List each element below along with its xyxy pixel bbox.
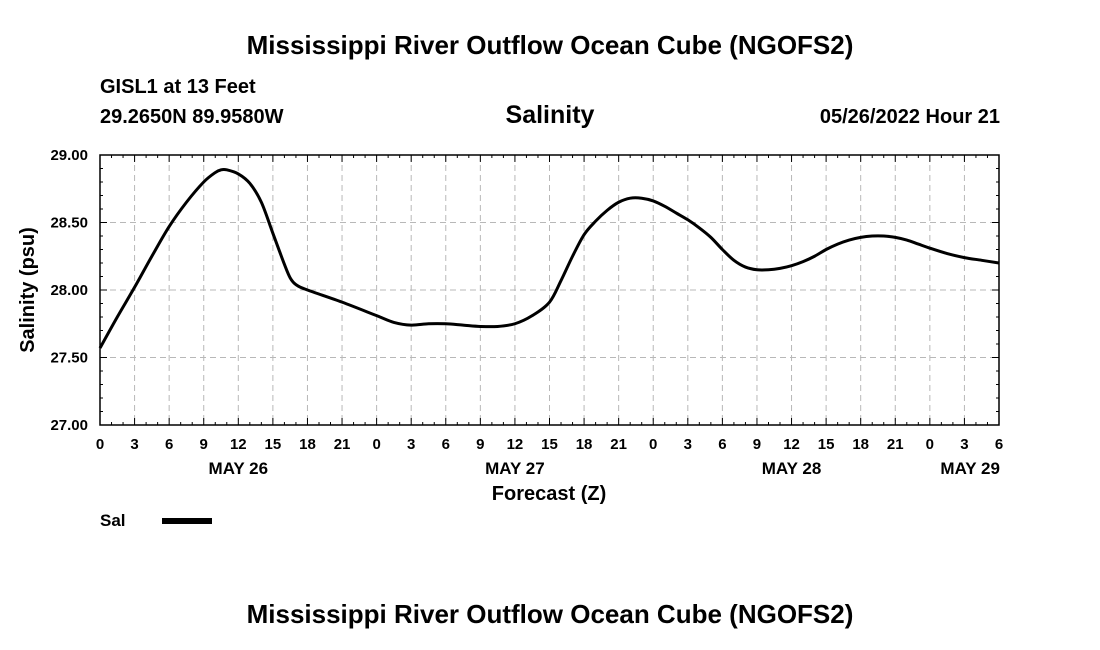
y-tick-label: 27.50 (50, 350, 88, 367)
x-tick-label: 18 (576, 436, 593, 453)
x-tick-label: 15 (265, 436, 282, 453)
y-tick-label: 29.00 (50, 147, 88, 164)
x-tick-label: 3 (960, 436, 968, 453)
x-tick-label: 0 (926, 436, 934, 453)
y-axis-label: Salinity (psu) (17, 227, 39, 353)
y-tick-label: 28.50 (50, 215, 88, 232)
x-tick-label: 12 (230, 436, 247, 453)
series-layer (98, 167, 1000, 349)
x-tick-label: 6 (718, 436, 726, 453)
x-tick-label: 15 (818, 436, 835, 453)
axis-ticks (99, 154, 1000, 426)
x-axis-label: Forecast (Z) (492, 483, 606, 505)
x-tick-label: 0 (96, 436, 104, 453)
station-coordinates: 29.2650N 89.9580W (100, 106, 284, 128)
x-tick-label: 9 (753, 436, 761, 453)
y-tick-label: 27.00 (50, 417, 88, 434)
x-tick-label: 3 (130, 436, 138, 453)
x-tick-label: 3 (684, 436, 692, 453)
x-tick-label: 6 (442, 436, 450, 453)
x-tick-label: 0 (372, 436, 380, 453)
day-label: MAY 29 (940, 459, 1000, 478)
station-name: GISL1 at 13 Feet (100, 76, 256, 98)
x-tick-label: 21 (887, 436, 904, 453)
axis-labels: 0 3 6 9 12 15 18 21 0 3 6 9 12 15 18 21 0 3 6 9 12 15 18 21 0 3 6 2… (50, 147, 1003, 478)
x-tick-label: 9 (200, 436, 208, 453)
x-tick-label: 6 (165, 436, 173, 453)
x-tick-label: 0 (649, 436, 657, 453)
chart-subtitle: Salinity (505, 101, 595, 129)
chart-title: Mississippi River Outflow Ocean Cube (NG… (246, 30, 854, 60)
x-tick-label: 12 (783, 436, 800, 453)
legend-label: Sal (100, 511, 126, 530)
x-tick-label: 18 (852, 436, 869, 453)
x-tick-label: 21 (334, 436, 351, 453)
grid (100, 155, 999, 425)
footer-title: Mississippi River Outflow Ocean Cube (NG… (246, 599, 854, 629)
day-label: MAY 28 (762, 459, 822, 478)
forecast-datetime: 05/26/2022 Hour 21 (819, 106, 1000, 128)
x-tick-label: 3 (407, 436, 415, 453)
x-tick-label: 9 (476, 436, 484, 453)
x-tick-label: 6 (995, 436, 1003, 453)
y-tick-label: 28.00 (50, 282, 88, 299)
day-label: MAY 27 (485, 459, 545, 478)
series-line-sal (98, 167, 1000, 349)
x-tick-label: 21 (610, 436, 627, 453)
x-tick-label: 12 (507, 436, 524, 453)
day-label: MAY 26 (209, 459, 269, 478)
x-tick-label: 18 (299, 436, 316, 453)
x-tick-label: 15 (541, 436, 558, 453)
